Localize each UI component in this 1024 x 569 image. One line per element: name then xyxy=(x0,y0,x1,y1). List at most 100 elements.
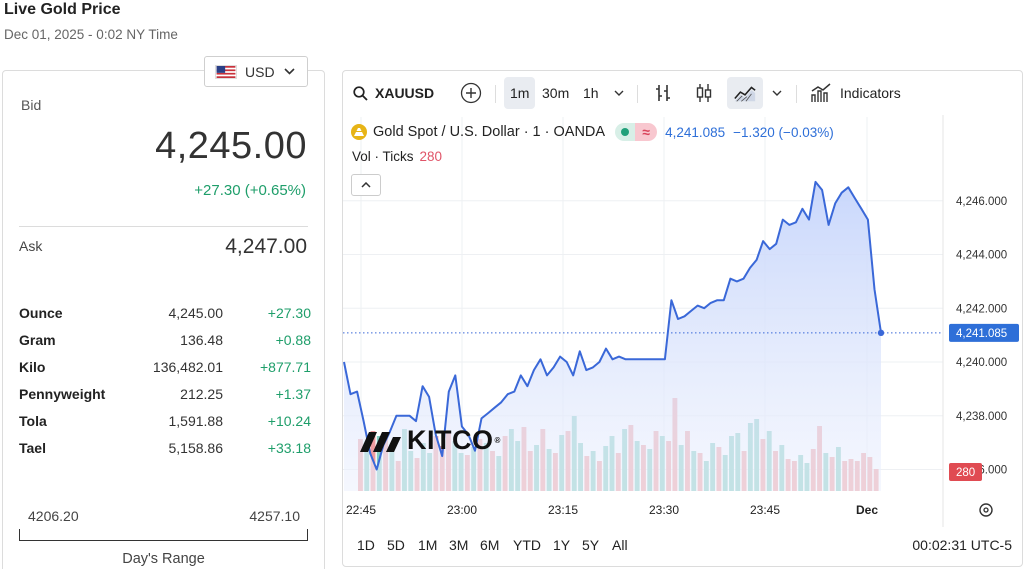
unit-change: +27.30 xyxy=(267,305,311,321)
toolbar-separator xyxy=(796,85,797,103)
bid-label: Bid xyxy=(21,97,42,113)
toolbar-separator xyxy=(637,85,638,103)
chevron-down-icon xyxy=(614,90,624,96)
unit-change: +0.88 xyxy=(275,332,311,348)
indicators-label: Indicators xyxy=(840,85,901,101)
unit-name: Kilo xyxy=(19,359,46,375)
unit-row-gram: Gram 136.48 +0.88 xyxy=(19,332,311,354)
interval-1m[interactable]: 1m xyxy=(504,77,536,109)
unit-name: Pennyweight xyxy=(19,386,106,402)
ask-price: 4,247.00 xyxy=(225,235,307,258)
gold-symbol-icon xyxy=(351,124,367,140)
symbol-search[interactable]: XAUUSD xyxy=(353,77,434,109)
indicators-button[interactable]: Indicators xyxy=(810,77,901,109)
price-tick-label: 4,242.000 xyxy=(956,303,1007,315)
us-flag-icon xyxy=(215,64,237,79)
day-range-low: 4206.20 xyxy=(28,508,79,524)
price-chart[interactable]: 4,236.0004,238.0004,240.0004,242.0004,24… xyxy=(343,71,1023,527)
unit-price: 4,245.00 xyxy=(168,305,224,321)
price-line xyxy=(343,180,882,471)
volume-legend: Vol · Ticks 280 xyxy=(352,149,442,164)
compare-add-button[interactable] xyxy=(458,77,484,109)
price-tick-label: 4,246.000 xyxy=(956,196,1007,208)
unit-price: 136.48 xyxy=(180,332,223,348)
bar-chart-type-button[interactable] xyxy=(651,77,675,109)
unit-price: 1,591.88 xyxy=(168,413,224,429)
volume-legend-label: Vol · Ticks xyxy=(352,149,414,164)
last-price-dot xyxy=(877,329,885,337)
range-3m[interactable]: 3M xyxy=(449,537,469,553)
range-5y[interactable]: 5Y xyxy=(582,537,600,553)
time-tick-label: 23:00 xyxy=(447,503,477,517)
day-range-high: 4257.10 xyxy=(249,508,300,524)
chart-legend: Gold Spot / U.S. Dollar · 1 · OANDA ≈ 4,… xyxy=(351,121,834,143)
unit-name: Tola xyxy=(19,413,47,429)
candles-chart-type-button[interactable] xyxy=(692,77,716,109)
range-1m[interactable]: 1M xyxy=(418,537,438,553)
last-price-tag xyxy=(949,323,1019,342)
ask-label: Ask xyxy=(19,238,43,254)
legend-change: −1.320 (−0.03%) xyxy=(733,124,834,140)
area-chart-icon xyxy=(734,86,756,102)
time-tick-label: Dec xyxy=(856,503,878,517)
volume-tag xyxy=(949,463,982,481)
settings-gear-icon[interactable] xyxy=(979,503,993,517)
unit-price: 136,482.01 xyxy=(152,359,223,375)
interval-dropdown[interactable] xyxy=(611,77,627,109)
time-tick-label: 23:45 xyxy=(750,503,780,517)
unit-row-tola: Tola 1,591.88 +10.24 xyxy=(19,413,311,435)
indicators-icon xyxy=(811,83,831,102)
range-1y[interactable]: 1Y xyxy=(553,537,571,553)
ohlc-bars-icon xyxy=(656,85,670,101)
unit-name: Tael xyxy=(19,440,46,456)
chart-toolbar: XAUUSD 1m 30m 1h Indicators xyxy=(343,71,1022,115)
interval-30m[interactable]: 30m xyxy=(542,85,570,101)
last-price-tag-label: 4,241.085 xyxy=(956,328,1007,340)
range-bar: 1D 5D 1M 3M 6M YTD 1Y 5Y All 00:02:31 UT… xyxy=(343,527,1022,566)
unit-change: +877.71 xyxy=(260,359,311,375)
unit-change: +1.37 xyxy=(275,386,311,402)
unit-name: Ounce xyxy=(19,305,63,321)
chart-type-dropdown[interactable] xyxy=(769,77,785,109)
area-chart-type-button[interactable] xyxy=(727,77,763,109)
day-range-label: Day's Range xyxy=(122,551,205,567)
volume-legend-value: 280 xyxy=(419,149,443,164)
page-datetime: Dec 01, 2025 - 0:02 NY Time xyxy=(4,27,178,42)
kitco-watermark: KITCO ® xyxy=(359,425,501,456)
price-tick-label: 4,244.000 xyxy=(956,250,1007,262)
range-5d[interactable]: 5D xyxy=(387,537,405,553)
chevron-up-icon xyxy=(361,182,371,188)
bid-price: 4,245.00 xyxy=(155,125,307,167)
bid-change: +27.30 (+0.65%) xyxy=(194,182,306,199)
currency-select[interactable]: USD xyxy=(204,56,308,87)
chevron-down-icon xyxy=(283,68,295,75)
candles-icon xyxy=(696,84,712,102)
unit-change: +10.24 xyxy=(267,413,311,429)
range-6m[interactable]: 6M xyxy=(480,537,500,553)
range-ytd[interactable]: YTD xyxy=(513,537,541,553)
range-1d[interactable]: 1D xyxy=(357,537,375,553)
unit-row-kilo: Kilo 136,482.01 +877.71 xyxy=(19,359,311,381)
chevron-down-icon xyxy=(772,90,782,96)
interval-1h[interactable]: 1h xyxy=(583,85,599,101)
time-tick-label: 23:15 xyxy=(548,503,578,517)
price-tick-label: 4,240.000 xyxy=(956,357,1007,369)
time-tick-label: 22:45 xyxy=(346,503,376,517)
divider xyxy=(19,226,308,227)
legend-last-price: 4,241.085 xyxy=(665,124,726,140)
volume-tag-label: 280 xyxy=(956,467,975,479)
unit-row-tael: Tael 5,158.86 +33.18 xyxy=(19,440,311,462)
search-icon xyxy=(353,85,368,101)
collapse-legend-button[interactable] xyxy=(351,174,381,196)
currency-value: USD xyxy=(245,63,275,80)
price-tick-label: 4,238.000 xyxy=(956,411,1007,423)
market-status-badge[interactable]: ≈ xyxy=(615,123,658,141)
chart-panel: 4,236.0004,238.0004,240.0004,242.0004,24… xyxy=(342,70,1023,567)
price-panel: Bid 4,245.00 +27.30 (+0.65%) Ask 4,247.0… xyxy=(2,70,325,569)
range-all[interactable]: All xyxy=(612,537,628,553)
legend-title: Gold Spot / U.S. Dollar · 1 · OANDA xyxy=(373,124,606,140)
chart-clock: 00:02:31 UTC-5 xyxy=(912,537,1012,553)
price-area xyxy=(344,181,881,491)
day-range-bar xyxy=(19,529,308,541)
unit-row-ounce: Ounce 4,245.00 +27.30 xyxy=(19,305,311,327)
